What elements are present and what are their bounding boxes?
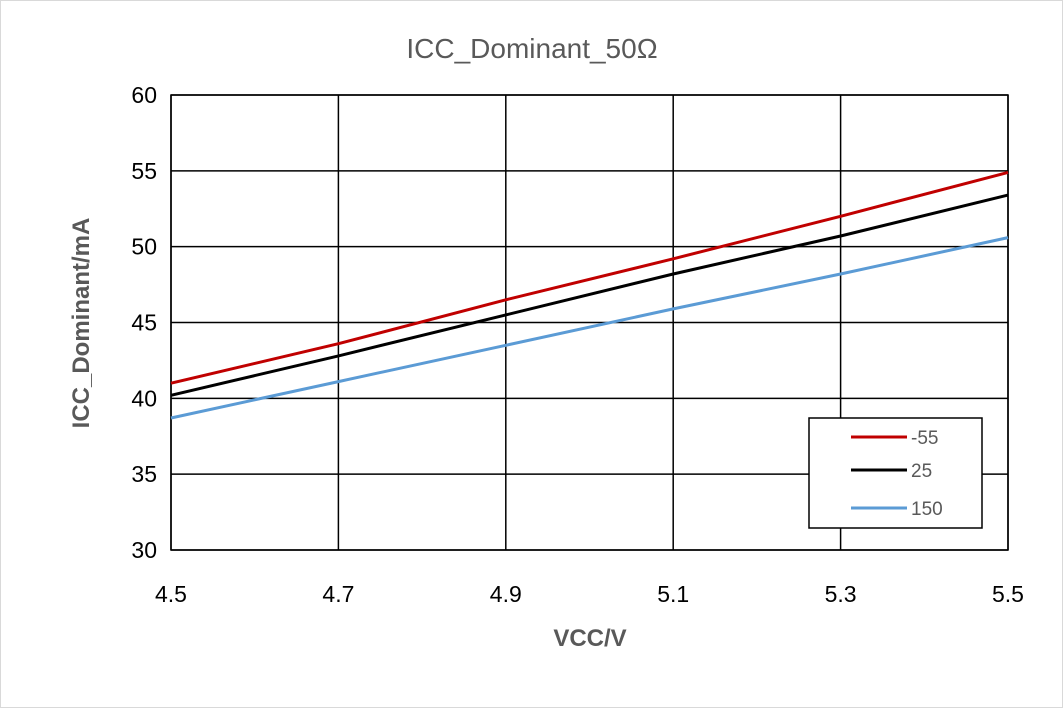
chart-title: ICC_Dominant_50Ω (406, 33, 657, 64)
x-axis-title: VCC/V (553, 625, 626, 652)
y-axis-tick-labels: 30 35 40 45 50 55 60 (131, 82, 157, 563)
legend-label-1: 25 (911, 461, 932, 482)
series-line-0 (170, 170, 1009, 385)
y-axis-title: ICC_Dominant/mA (68, 218, 95, 429)
x-tick-label: 5.1 (657, 581, 689, 607)
series-line-2 (170, 236, 1009, 420)
y-tick-label: 45 (131, 310, 157, 336)
plot-area-border (170, 94, 1009, 551)
legend: -55 25 150 (808, 417, 983, 529)
series-line-1 (170, 193, 1009, 397)
y-tick-label: 35 (131, 461, 157, 487)
series-lines (170, 170, 1009, 420)
y-tick-label: 60 (131, 82, 157, 108)
y-tick-label: 55 (131, 158, 157, 184)
y-tick-label: 30 (131, 537, 157, 563)
x-tick-label: 5.5 (992, 581, 1024, 607)
x-tick-label: 5.3 (825, 581, 857, 607)
legend-label-0: -55 (911, 428, 938, 449)
legend-label-2: 150 (911, 499, 943, 520)
x-axis-tick-labels: 4.5 4.7 4.9 5.1 5.3 5.5 (155, 581, 1024, 607)
x-tick-label: 4.7 (322, 581, 354, 607)
legend-box (808, 417, 983, 529)
x-tick-label: 4.9 (490, 581, 522, 607)
y-tick-label: 50 (131, 234, 157, 260)
y-tick-label: 40 (131, 385, 157, 411)
x-tick-label: 4.5 (155, 581, 187, 607)
